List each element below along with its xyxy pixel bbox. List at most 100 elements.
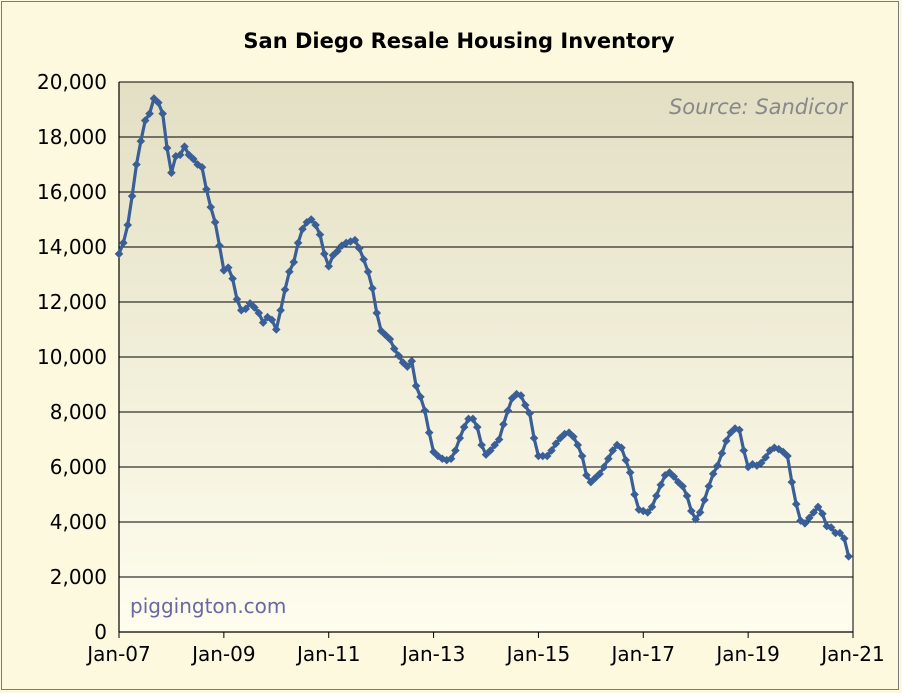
data-point bbox=[612, 440, 622, 450]
data-point bbox=[354, 244, 364, 253]
x-tick-label: Jan-21 bbox=[819, 642, 885, 666]
data-point bbox=[621, 455, 631, 465]
data-point bbox=[250, 303, 259, 312]
data-point bbox=[599, 462, 609, 472]
data-point bbox=[665, 468, 674, 477]
data-point bbox=[569, 432, 578, 442]
data-point bbox=[529, 433, 539, 443]
data-point bbox=[656, 480, 666, 490]
data-point bbox=[267, 315, 277, 325]
data-point bbox=[276, 305, 285, 315]
series-housing-inventory bbox=[114, 94, 853, 561]
data-point bbox=[700, 495, 709, 505]
y-tick-label: 20,000 bbox=[37, 70, 107, 94]
data-point bbox=[389, 344, 399, 354]
y-tick-label: 6,000 bbox=[50, 455, 107, 479]
y-tick-label: 10,000 bbox=[37, 345, 107, 369]
y-tick-label: 18,000 bbox=[37, 125, 107, 149]
data-point bbox=[206, 202, 216, 212]
x-tick-label: Jan-11 bbox=[295, 642, 361, 666]
data-point bbox=[416, 392, 425, 402]
data-point bbox=[551, 439, 561, 448]
data-point bbox=[577, 451, 587, 461]
data-point bbox=[180, 142, 189, 151]
data-point bbox=[735, 425, 744, 435]
data-point bbox=[534, 451, 543, 461]
data-point bbox=[472, 422, 482, 432]
data-point bbox=[119, 238, 128, 248]
x-tick-label: Jan-15 bbox=[505, 642, 571, 666]
data-point bbox=[813, 502, 823, 512]
data-point bbox=[154, 98, 163, 107]
data-point bbox=[320, 249, 329, 259]
data-point bbox=[228, 274, 237, 283]
data-point bbox=[315, 230, 325, 239]
data-point bbox=[464, 414, 473, 424]
data-point bbox=[359, 255, 368, 264]
source-annotation: Source: Sandicor bbox=[669, 95, 848, 119]
data-point bbox=[271, 325, 281, 334]
data-point bbox=[254, 308, 264, 318]
y-tick-label: 8,000 bbox=[50, 400, 107, 424]
data-point bbox=[521, 400, 530, 410]
data-point bbox=[796, 516, 805, 525]
data-point bbox=[237, 305, 246, 315]
data-point bbox=[403, 362, 412, 371]
data-point bbox=[590, 473, 600, 483]
data-point bbox=[438, 454, 447, 464]
data-point bbox=[494, 435, 504, 444]
data-point bbox=[787, 477, 797, 487]
data-point bbox=[582, 470, 591, 480]
data-point bbox=[538, 451, 548, 461]
data-point bbox=[197, 162, 207, 172]
data-point bbox=[542, 451, 552, 461]
y-tick-label: 14,000 bbox=[37, 235, 107, 259]
data-point bbox=[241, 304, 251, 314]
data-point bbox=[424, 428, 434, 437]
data-point bbox=[604, 454, 613, 464]
data-point bbox=[704, 481, 714, 491]
data-point bbox=[774, 444, 784, 454]
y-tick-label: 12,000 bbox=[37, 290, 107, 314]
data-point bbox=[114, 249, 124, 259]
data-point bbox=[717, 448, 727, 458]
data-point bbox=[455, 433, 465, 443]
data-point bbox=[805, 513, 814, 523]
data-point bbox=[289, 257, 299, 267]
data-point bbox=[127, 191, 137, 201]
y-tick-label: 16,000 bbox=[37, 180, 107, 204]
data-point bbox=[739, 446, 749, 455]
data-point bbox=[608, 446, 618, 455]
data-point bbox=[363, 267, 373, 277]
data-point bbox=[245, 299, 255, 308]
data-point bbox=[167, 168, 176, 178]
data-point bbox=[643, 508, 652, 517]
data-point bbox=[713, 461, 722, 470]
data-point bbox=[328, 250, 338, 260]
data-point bbox=[442, 455, 451, 465]
chart-title: San Diego Resale Housing Inventory bbox=[243, 29, 674, 53]
data-point bbox=[525, 409, 534, 418]
data-point bbox=[385, 334, 395, 344]
x-tick-label: Jan-13 bbox=[400, 642, 466, 666]
data-point bbox=[175, 150, 185, 160]
data-point bbox=[695, 508, 705, 517]
data-point bbox=[202, 184, 211, 194]
data-point bbox=[818, 509, 827, 519]
data-point bbox=[311, 220, 320, 230]
data-point bbox=[682, 491, 692, 501]
data-point bbox=[140, 116, 150, 125]
y-tick-label: 0 bbox=[94, 620, 107, 644]
data-point bbox=[573, 440, 583, 450]
data-point bbox=[411, 381, 421, 391]
data-point bbox=[232, 294, 242, 304]
data-point bbox=[844, 552, 853, 561]
data-point bbox=[669, 472, 679, 481]
data-point bbox=[223, 263, 233, 272]
data-point bbox=[451, 446, 460, 455]
data-point bbox=[595, 469, 604, 479]
x-tick-label: Jan-19 bbox=[714, 642, 780, 666]
x-tick-label: Jan-09 bbox=[190, 642, 256, 666]
